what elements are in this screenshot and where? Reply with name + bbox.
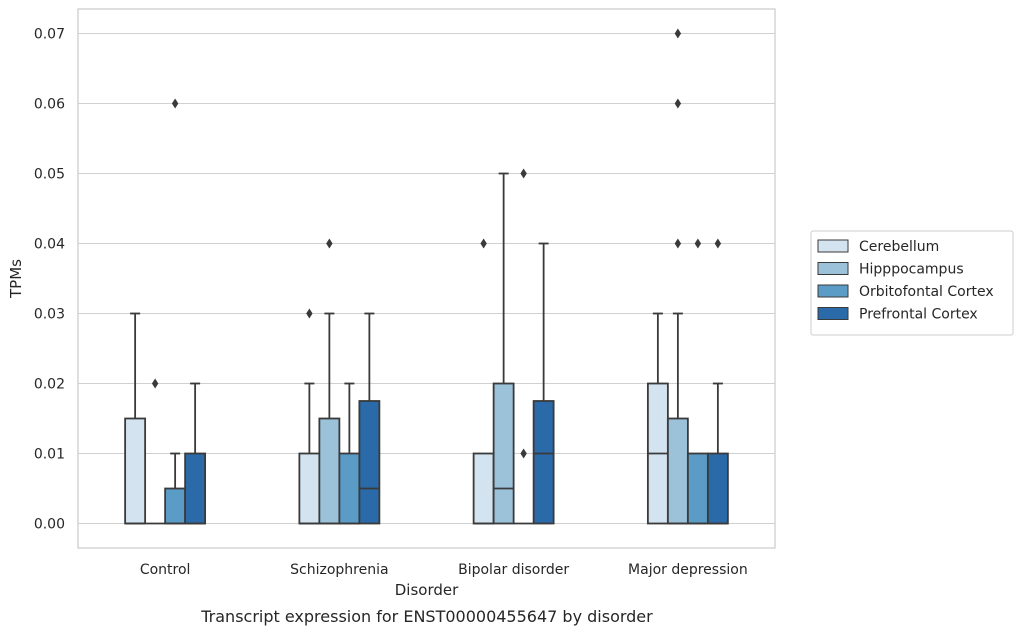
y-tick-label: 0.02 <box>34 377 65 393</box>
box-prefrontal-cortex <box>706 238 729 525</box>
box <box>492 382 515 525</box>
box <box>318 417 341 525</box>
legend: Cerebellum Hipppocampus Orbitofontal Corte… <box>810 230 1014 336</box>
outlier-point <box>151 378 159 389</box>
legend-label: Hipppocampus <box>859 262 964 278</box>
box-prefrontal-cortex <box>184 382 207 525</box>
outlier-point <box>714 238 722 249</box>
y-tick-label: 0.03 <box>34 307 65 323</box>
box-prefrontal-cortex <box>532 242 555 525</box>
outlier-point <box>520 168 527 179</box>
box-orbitofontal-cortex <box>164 98 187 525</box>
box <box>124 417 147 525</box>
legend-label: Prefrontal Cortex <box>859 307 978 323</box>
box-cerebellum <box>298 308 321 525</box>
box-cerebellum <box>124 312 147 525</box>
y-tick-label: 0.07 <box>34 27 65 43</box>
box <box>298 452 321 525</box>
y-tick-label: 0.05 <box>34 167 65 183</box>
x-tick-labels: Control Schizophrenia Bipolar disorder Majo… <box>140 562 748 578</box>
box-orbitofontal-cortex <box>686 238 709 525</box>
x-tick-label: Schizophrenia <box>290 562 388 578</box>
box-hipppocampus <box>492 172 515 525</box>
legend-swatch <box>817 307 849 320</box>
box-hipppocampus <box>318 238 341 525</box>
box <box>666 417 689 525</box>
box-orbitofontal-cortex <box>338 382 361 525</box>
legend-label: Orbitofontal Cortex <box>859 284 994 300</box>
box-orbitofontal-cortex <box>513 168 534 525</box>
outlier-point <box>520 448 527 459</box>
x-tick-label: Control <box>140 562 191 578</box>
box <box>532 400 555 525</box>
box <box>706 452 729 525</box>
box-cerebellum <box>472 238 495 525</box>
box <box>184 452 207 525</box>
y-axis-label: TPMs <box>7 259 25 299</box>
box-prefrontal-cortex <box>358 312 381 525</box>
chart-caption: Transcript expression for ENST0000045564… <box>200 607 653 626</box>
outlier-point <box>171 98 179 109</box>
box <box>472 452 495 525</box>
box-plots <box>124 28 729 525</box>
x-tick-label: Bipolar disorder <box>458 562 569 578</box>
y-tick-labels: 0.00 0.01 0.02 0.03 0.04 0.05 0.06 0.07 <box>34 27 65 533</box>
y-tick-label: 0.06 <box>34 97 65 113</box>
box-hipppocampus <box>145 378 166 525</box>
outlier-point <box>694 238 702 249</box>
legend-label: Cerebellum <box>859 239 939 255</box>
box <box>338 452 361 525</box>
box <box>164 487 187 525</box>
box <box>686 452 709 525</box>
outlier-point <box>306 308 313 319</box>
legend-frame <box>810 230 1014 336</box>
box-hipppocampus <box>666 28 689 525</box>
box <box>358 400 381 525</box>
legend-swatch <box>817 284 849 298</box>
box-cerebellum <box>646 312 669 525</box>
outlier-point <box>674 28 682 39</box>
outlier-point <box>480 238 487 249</box>
outlier-point <box>674 98 682 109</box>
legend-swatch <box>817 262 849 275</box>
y-tick-label: 0.04 <box>34 237 65 253</box>
x-tick-label: Major depression <box>628 562 748 578</box>
outlier-point <box>326 238 333 249</box>
y-tick-label: 0.01 <box>34 447 65 463</box>
legend-swatch <box>817 239 849 253</box>
y-tick-label: 0.00 <box>34 517 65 533</box>
x-axis-label: Disorder <box>395 581 459 599</box>
plot-frame <box>77 8 776 549</box>
outlier-point <box>674 238 682 249</box>
